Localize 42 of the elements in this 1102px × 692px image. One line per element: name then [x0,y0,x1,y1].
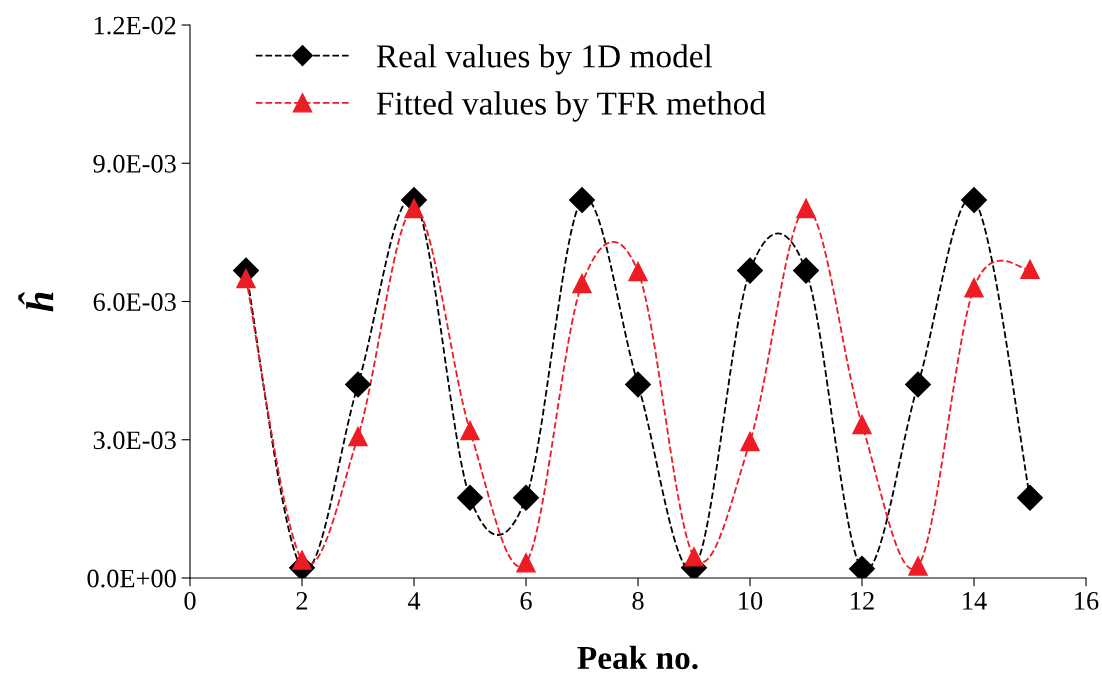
x-tick-label: 2 [296,592,308,610]
point [345,371,371,398]
x-axis-title: Peak no. [577,645,698,670]
x-tick-label: 14 [963,592,987,610]
y-tick-label: 3.0E-03 [93,431,176,450]
x-tick-label: 8 [632,591,644,610]
y-tick-label: 1.2E-02 [94,16,176,35]
point [348,426,368,447]
point [625,371,651,398]
point [737,257,763,284]
y-tick-label: 0.0E+00 [87,569,176,588]
point [628,261,648,282]
point [961,187,987,214]
y-tick-label: 6.0E-03 [93,293,176,312]
point [852,414,872,435]
point [460,420,480,441]
point [905,371,931,398]
point [1017,484,1043,511]
x-tick-label: 0 [184,591,196,610]
point [740,431,760,452]
point [404,198,424,219]
point [516,553,536,573]
y-axis-title: ĥ [18,292,54,312]
point [292,550,312,570]
point [908,556,928,576]
x-tick-label: 6 [520,592,532,610]
x-tick-label: 10 [739,591,763,610]
legend-label: Real values by 1D model [376,44,713,75]
point [457,484,483,511]
point [684,547,704,567]
point [569,187,595,214]
point [964,277,984,298]
point [793,257,819,284]
point [572,273,592,294]
x-tick-label: 4 [407,592,421,610]
point [1020,259,1040,279]
point [513,484,539,511]
point [796,198,816,219]
x-tick-label: 12 [851,592,874,610]
x-tick-label: 16 [1075,592,1099,610]
y-tick-label: 9.0E-03 [93,154,176,173]
legend-label: Fitted values by TFR method [376,91,766,122]
